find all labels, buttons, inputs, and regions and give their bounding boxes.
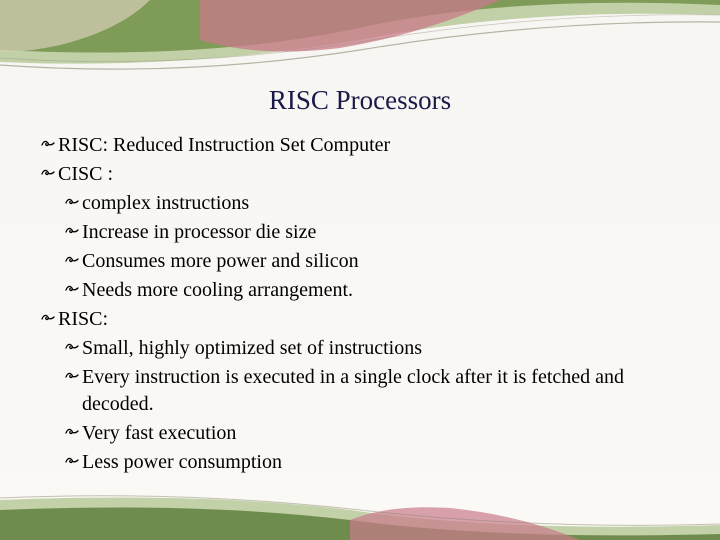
bullet-text: Small, highly optimized set of instructi… bbox=[82, 335, 422, 362]
bullet-glyph bbox=[64, 219, 80, 243]
bullet-text: complex instructions bbox=[82, 190, 249, 217]
bullet-text: Less power consumption bbox=[82, 449, 282, 476]
bullet-item: Consumes more power and silicon bbox=[40, 248, 690, 275]
bullet-item: Very fast execution bbox=[40, 420, 690, 447]
bullet-text: RISC: Reduced Instruction Set Computer bbox=[58, 132, 390, 159]
bullet-text: Very fast execution bbox=[82, 420, 236, 447]
bullet-glyph bbox=[64, 364, 80, 388]
bullet-glyph bbox=[40, 132, 56, 156]
bullet-item: CISC : bbox=[40, 161, 690, 188]
slide: RISC Processors RISC: Reduced Instructio… bbox=[0, 0, 720, 540]
bullet-glyph bbox=[64, 190, 80, 214]
bullet-glyph bbox=[64, 335, 80, 359]
bullet-item: RISC: bbox=[40, 306, 690, 333]
bullet-text: RISC: bbox=[58, 306, 108, 333]
bullet-text: Every instruction is executed in a singl… bbox=[82, 364, 690, 418]
bullet-glyph bbox=[64, 449, 80, 473]
bullet-item: Needs more cooling arrangement. bbox=[40, 277, 690, 304]
bullet-text: CISC : bbox=[58, 161, 113, 188]
bullet-item: complex instructions bbox=[40, 190, 690, 217]
bullet-glyph bbox=[40, 161, 56, 185]
bullet-item: RISC: Reduced Instruction Set Computer bbox=[40, 132, 690, 159]
bullet-glyph bbox=[64, 420, 80, 444]
bullet-text: Increase in processor die size bbox=[82, 219, 316, 246]
bullet-item: Less power consumption bbox=[40, 449, 690, 476]
bullet-glyph bbox=[64, 248, 80, 272]
slide-title: RISC Processors bbox=[0, 85, 720, 116]
slide-body: RISC: Reduced Instruction Set ComputerCI… bbox=[40, 132, 690, 478]
bullet-item: Increase in processor die size bbox=[40, 219, 690, 246]
bullet-item: Small, highly optimized set of instructi… bbox=[40, 335, 690, 362]
top-decorative-swoosh bbox=[0, 0, 720, 80]
bottom-decorative-swoosh bbox=[0, 490, 720, 540]
bullet-text: Needs more cooling arrangement. bbox=[82, 277, 353, 304]
bullet-text: Consumes more power and silicon bbox=[82, 248, 359, 275]
bullet-glyph bbox=[64, 277, 80, 301]
bullet-glyph bbox=[40, 306, 56, 330]
bullet-item: Every instruction is executed in a singl… bbox=[40, 364, 690, 418]
